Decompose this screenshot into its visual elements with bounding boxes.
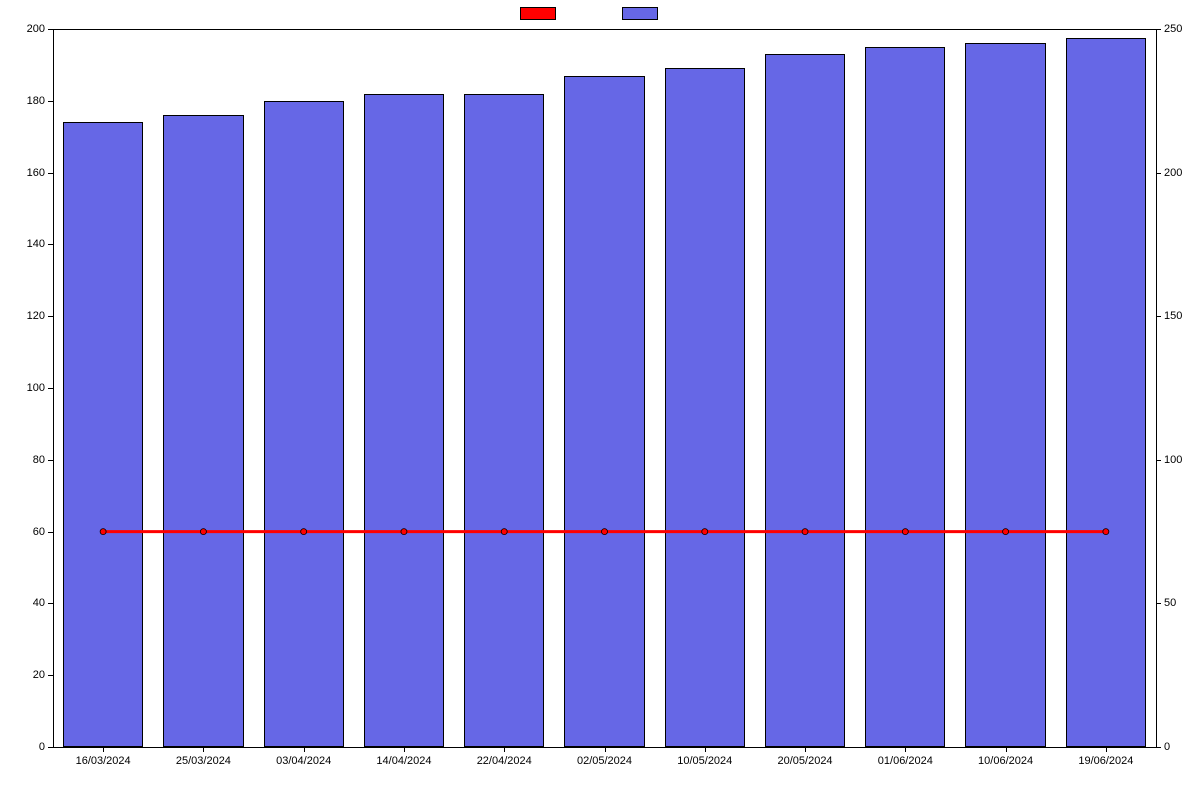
y-right-tick-label: 50 bbox=[1164, 597, 1176, 609]
x-tick-label: 19/06/2024 bbox=[1078, 755, 1133, 767]
y-right-tick-label: 200 bbox=[1164, 167, 1182, 179]
x-tick-label: 01/06/2024 bbox=[878, 755, 933, 767]
x-tick-label: 25/03/2024 bbox=[176, 755, 231, 767]
y-left-tick-label: 20 bbox=[0, 669, 45, 681]
y-left-tick-label: 180 bbox=[0, 95, 45, 107]
y-left-tick-label: 80 bbox=[0, 454, 45, 466]
x-tick-label: 20/05/2024 bbox=[778, 755, 833, 767]
x-tick-label: 10/05/2024 bbox=[677, 755, 732, 767]
y-left-tick-label: 200 bbox=[0, 23, 45, 35]
y-left-tick-label: 140 bbox=[0, 238, 45, 250]
bar bbox=[765, 54, 845, 747]
x-tick-label: 14/04/2024 bbox=[376, 755, 431, 767]
y-left-tick-label: 60 bbox=[0, 526, 45, 538]
legend-swatch bbox=[520, 7, 556, 20]
bar bbox=[965, 43, 1045, 747]
x-tick-label: 16/03/2024 bbox=[76, 755, 131, 767]
legend bbox=[520, 7, 664, 20]
y-right-tick-label: 150 bbox=[1164, 310, 1182, 322]
x-tick-label: 02/05/2024 bbox=[577, 755, 632, 767]
x-tick-label: 10/06/2024 bbox=[978, 755, 1033, 767]
y-left-tick-label: 120 bbox=[0, 310, 45, 322]
legend-item-line bbox=[520, 7, 562, 20]
y-right-tick-label: 100 bbox=[1164, 454, 1182, 466]
bar bbox=[364, 94, 444, 747]
bar bbox=[564, 76, 644, 747]
bar bbox=[865, 47, 945, 747]
bar bbox=[63, 122, 143, 747]
bar bbox=[264, 101, 344, 747]
y-right-tick-label: 250 bbox=[1164, 23, 1182, 35]
bar bbox=[665, 68, 745, 747]
bar bbox=[163, 115, 243, 747]
y-left-tick-label: 100 bbox=[0, 382, 45, 394]
y-right-tick-label: 0 bbox=[1164, 741, 1170, 753]
y-left-tick-label: 40 bbox=[0, 597, 45, 609]
y-left-tick-label: 0 bbox=[0, 741, 45, 753]
legend-swatch bbox=[622, 7, 658, 20]
legend-item-bar bbox=[622, 7, 664, 20]
y-left-tick-label: 160 bbox=[0, 167, 45, 179]
bar bbox=[464, 94, 544, 747]
x-tick-label: 03/04/2024 bbox=[276, 755, 331, 767]
x-tick-label: 22/04/2024 bbox=[477, 755, 532, 767]
bar bbox=[1066, 38, 1146, 747]
